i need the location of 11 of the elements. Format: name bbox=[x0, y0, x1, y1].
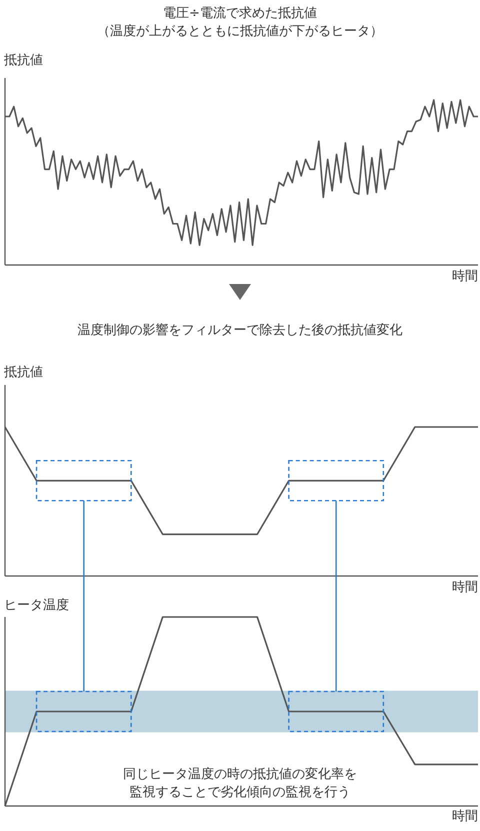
x-axis-title: 時間 bbox=[452, 269, 478, 284]
annotation: 同じヒータ温度の時の抵抗値の変化率を bbox=[123, 766, 357, 782]
y-axis-title: 抵抗値 bbox=[3, 53, 43, 68]
y-axis-title: 抵抗値 bbox=[3, 365, 43, 380]
y-axis-title: ヒータ温度 bbox=[4, 597, 69, 613]
chart-title: 電圧÷電流で求めた抵抗値 bbox=[163, 5, 317, 21]
annotation: 監視することで劣化傾向の監視を行う bbox=[130, 785, 350, 800]
x-axis-title: 時間 bbox=[452, 580, 478, 595]
chart-title: 温度制御の影響をフィルターで除去した後の抵抗値変化 bbox=[78, 322, 402, 338]
chart-subtitle: （温度が上がるとともに抵抗値が下がるヒータ） bbox=[97, 23, 383, 39]
x-axis-title: 時間 bbox=[452, 809, 478, 824]
